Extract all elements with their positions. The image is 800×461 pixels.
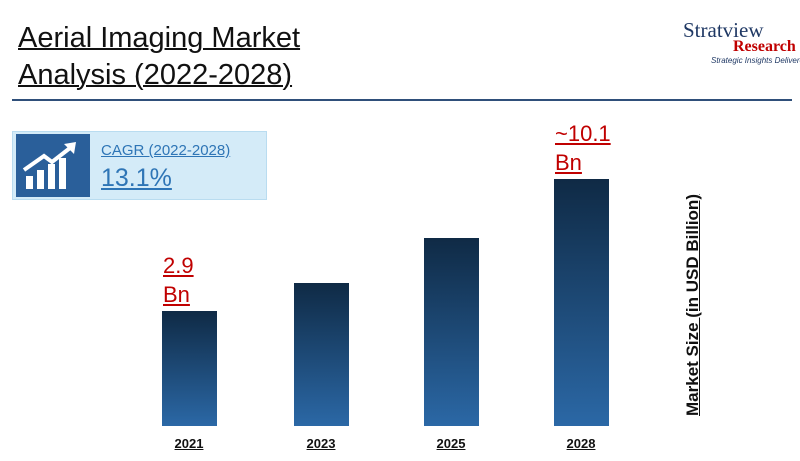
- value-label: ~10.1 Bn: [555, 120, 611, 175]
- bar: [161, 310, 217, 426]
- logo-tagline: Strategic Insights Delivered: [711, 56, 800, 65]
- bar: [553, 178, 609, 426]
- x-tick-label: 2025: [436, 436, 466, 451]
- y-axis-label: Market Size (in USD Billion): [683, 194, 702, 416]
- x-tick-label: 2023: [306, 436, 336, 451]
- cagr-value: 13.1%: [101, 164, 172, 192]
- cagr-icon: [16, 134, 90, 197]
- divider: [12, 99, 792, 101]
- cagr-label: CAGR (2022-2028): [101, 142, 231, 159]
- x-tick-label: 2028: [566, 436, 596, 451]
- bar: [293, 283, 349, 426]
- chart-title: Aerial Imaging Market Analysis (2022-202…: [18, 22, 301, 91]
- logo-research: Research: [733, 38, 796, 55]
- logo-name: Stratview: [683, 18, 764, 42]
- value-label: 2.9 Bn: [163, 252, 194, 307]
- bar: [423, 237, 479, 426]
- x-tick-label: 2021: [174, 436, 204, 451]
